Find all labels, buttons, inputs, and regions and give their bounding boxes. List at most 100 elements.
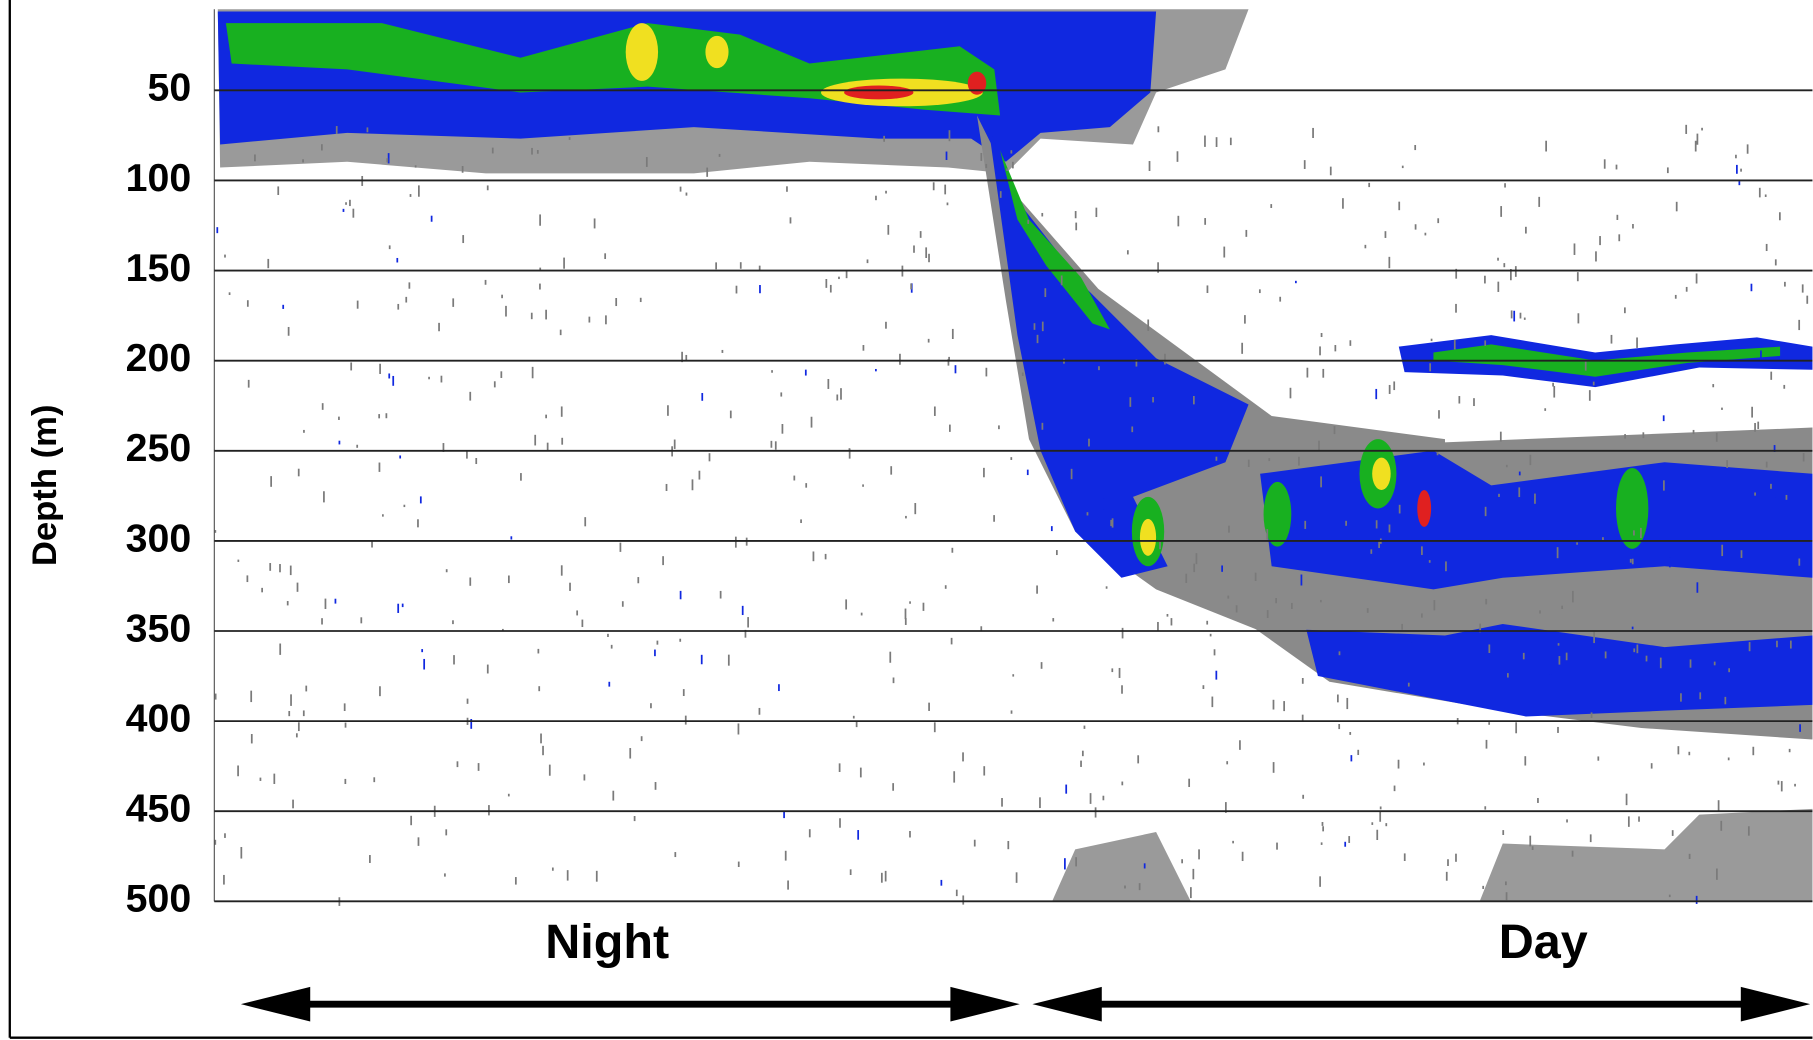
echo-speckle <box>431 216 433 222</box>
echo-speckle <box>862 484 864 486</box>
echo-speckle <box>947 203 949 206</box>
echo-speckle <box>1244 315 1246 324</box>
echo-speckle <box>836 395 838 401</box>
echo-speckle <box>1506 465 1508 467</box>
echo-speckle <box>785 851 787 861</box>
echo-speckle <box>775 441 777 449</box>
echo-speckle <box>1320 600 1322 602</box>
echo-speckle <box>620 543 622 552</box>
echo-speckle <box>445 829 447 835</box>
echo-speckle <box>1228 526 1230 533</box>
echo-speckle <box>1098 366 1100 370</box>
echo-speckle <box>1504 183 1506 187</box>
echo-speckle <box>303 430 305 433</box>
echo-speckle <box>267 259 269 268</box>
echo-speckle <box>1578 313 1580 323</box>
echo-speckle <box>386 158 388 162</box>
echo-speckle <box>1295 521 1297 527</box>
echo-speckle <box>224 833 226 838</box>
echo-speckle <box>371 541 373 547</box>
echo-speckle <box>343 209 345 212</box>
echo-speckle <box>962 895 964 904</box>
echo-speckle <box>270 476 272 487</box>
echo-speckle <box>1559 656 1561 665</box>
echo-speckle <box>1632 627 1634 630</box>
echo-speckle <box>685 355 687 360</box>
echo-speckle <box>1242 852 1244 861</box>
echo-speckle <box>1513 311 1515 322</box>
echo-speckle <box>949 425 951 432</box>
echo-speckle <box>508 575 510 583</box>
echo-speckle <box>1259 289 1261 293</box>
echo-speckle <box>1010 150 1012 153</box>
y-tick-label: 300 <box>126 516 192 560</box>
echo-speckle <box>338 417 340 420</box>
echo-speckle <box>569 137 571 140</box>
echo-speckle <box>279 644 281 655</box>
echo-speckle <box>1530 455 1532 465</box>
echo-speckle <box>952 329 954 339</box>
echo-speckle <box>1425 233 1427 236</box>
echo-speckle <box>1095 807 1097 817</box>
echo-speckle <box>1268 458 1270 461</box>
echo-speckle <box>297 583 299 592</box>
echo-speckle <box>1593 382 1595 386</box>
echo-speckle <box>247 575 249 582</box>
echo-speckle <box>532 367 534 378</box>
period-label: Night <box>545 915 669 969</box>
echo-speckle <box>1096 208 1098 217</box>
echo-speckle <box>805 483 807 488</box>
echo-speckle <box>446 569 448 572</box>
echo-speckle <box>1503 263 1505 267</box>
echo-speckle <box>1319 346 1321 355</box>
echo-speckle <box>1157 622 1159 631</box>
echo-speckle <box>1633 648 1635 652</box>
echo-speckle <box>611 645 613 649</box>
echo-speckle <box>1322 369 1324 378</box>
echo-speckle <box>584 774 586 780</box>
echo-speckle <box>813 551 815 561</box>
echo-speckle <box>1789 749 1791 752</box>
echo-speckle <box>1279 297 1281 302</box>
echo-speckle <box>549 765 551 776</box>
echo-speckle <box>1534 494 1536 504</box>
echo-speckle <box>561 565 563 575</box>
echo-speckle <box>1007 841 1009 849</box>
echo-speckle <box>1318 441 1320 451</box>
echo-speckle <box>1572 851 1574 857</box>
echo-speckle <box>1337 695 1339 703</box>
echo-speckle <box>1697 582 1699 592</box>
echo-speckle <box>1752 747 1754 755</box>
echo-speckle <box>569 583 571 591</box>
echo-speckle <box>1302 795 1304 799</box>
echo-speckle <box>993 515 995 522</box>
echo-speckle <box>662 556 664 565</box>
echo-speckle <box>1071 469 1073 479</box>
echo-speckle <box>1757 422 1759 429</box>
echo-speckle <box>1720 821 1722 831</box>
echo-speckle <box>1675 295 1677 299</box>
echo-speckle <box>323 491 325 502</box>
echo-speckle <box>1557 547 1559 558</box>
echo-speckle <box>552 868 554 871</box>
echo-speckle <box>1152 397 1154 402</box>
echo-speckle <box>277 186 279 195</box>
echo-speckle <box>949 130 951 141</box>
echo-speckle <box>1090 793 1092 804</box>
echo-speckle <box>216 227 218 233</box>
echo-speckle <box>1482 886 1484 889</box>
echo-speckle <box>1304 160 1306 169</box>
echo-speckle <box>1537 798 1539 803</box>
echo-speckle <box>1604 159 1606 168</box>
echo-speckle <box>1429 363 1431 371</box>
echo-speckle <box>1334 426 1336 434</box>
echo-speckle <box>469 392 471 401</box>
echo-speckle <box>1663 415 1665 421</box>
echo-speckle <box>706 168 708 177</box>
echo-speckle <box>875 196 877 200</box>
echo-speckle <box>892 783 894 791</box>
echo-speckle <box>1566 819 1568 822</box>
echo-speckle <box>1084 726 1086 729</box>
echo-speckle <box>1010 457 1012 460</box>
echo-speckle <box>487 185 489 190</box>
